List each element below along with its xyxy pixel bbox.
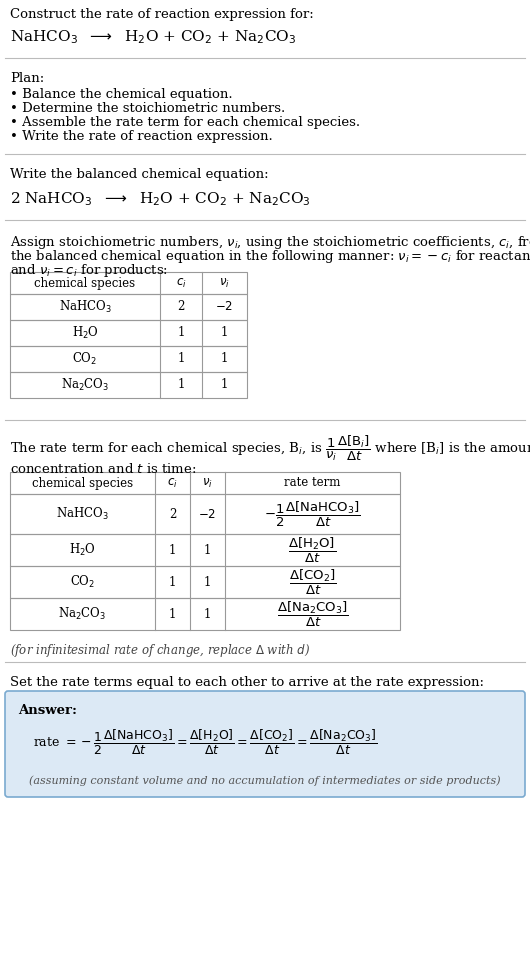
Text: 2 NaHCO$_3$  $\longrightarrow$  H$_2$O + CO$_2$ + Na$_2$CO$_3$: 2 NaHCO$_3$ $\longrightarrow$ H$_2$O + C…: [10, 190, 311, 208]
Text: the balanced chemical equation in the following manner: $\nu_i = -c_i$ for react: the balanced chemical equation in the fo…: [10, 248, 530, 265]
Text: • Determine the stoichiometric numbers.: • Determine the stoichiometric numbers.: [10, 102, 285, 115]
Text: chemical species: chemical species: [32, 476, 133, 489]
Text: • Balance the chemical equation.: • Balance the chemical equation.: [10, 88, 233, 101]
Bar: [10, 320, 247, 346]
Text: $\dfrac{\Delta[\mathrm{H_2O}]}{\Delta t}$: $\dfrac{\Delta[\mathrm{H_2O}]}{\Delta t}…: [288, 535, 337, 564]
FancyBboxPatch shape: [5, 691, 525, 797]
Text: 1: 1: [178, 378, 184, 391]
Text: 1: 1: [204, 544, 211, 557]
Text: $c_i$: $c_i$: [175, 276, 187, 289]
Text: (for infinitesimal rate of change, replace $\Delta$ with $d$): (for infinitesimal rate of change, repla…: [10, 642, 311, 659]
Bar: [10, 272, 247, 294]
Text: 1: 1: [169, 608, 176, 620]
Text: $c_i$: $c_i$: [167, 476, 178, 490]
Text: Na$_2$CO$_3$: Na$_2$CO$_3$: [58, 606, 107, 622]
Text: 1: 1: [178, 353, 184, 366]
Text: The rate term for each chemical species, B$_i$, is $\dfrac{1}{\nu_i}\dfrac{\Delt: The rate term for each chemical species,…: [10, 434, 530, 464]
Text: H$_2$O: H$_2$O: [72, 325, 99, 341]
Text: 1: 1: [221, 326, 228, 339]
Text: CO$_2$: CO$_2$: [70, 574, 95, 590]
Bar: [10, 372, 247, 398]
Text: 1: 1: [221, 378, 228, 391]
Text: $-2$: $-2$: [215, 301, 234, 314]
Text: $\nu_i$: $\nu_i$: [202, 476, 213, 490]
Text: 1: 1: [204, 575, 211, 589]
Text: 2: 2: [178, 301, 184, 314]
Text: $\dfrac{\Delta[\mathrm{Na_2CO_3}]}{\Delta t}$: $\dfrac{\Delta[\mathrm{Na_2CO_3}]}{\Delt…: [277, 600, 348, 628]
Text: chemical species: chemical species: [34, 276, 136, 289]
Text: and $\nu_i = c_i$ for products:: and $\nu_i = c_i$ for products:: [10, 262, 168, 279]
Text: $\dfrac{\Delta[\mathrm{CO_2}]}{\Delta t}$: $\dfrac{\Delta[\mathrm{CO_2}]}{\Delta t}…: [289, 567, 336, 597]
Text: Assign stoichiometric numbers, $\nu_i$, using the stoichiometric coefficients, $: Assign stoichiometric numbers, $\nu_i$, …: [10, 234, 530, 251]
Text: concentration and $t$ is time:: concentration and $t$ is time:: [10, 462, 197, 476]
Bar: [10, 534, 400, 566]
Text: 1: 1: [178, 326, 184, 339]
Text: Write the balanced chemical equation:: Write the balanced chemical equation:: [10, 168, 269, 181]
Text: Answer:: Answer:: [18, 704, 77, 717]
Text: 1: 1: [169, 575, 176, 589]
Bar: [10, 472, 400, 494]
Text: $-2$: $-2$: [198, 508, 217, 520]
Text: Na$_2$CO$_3$: Na$_2$CO$_3$: [61, 377, 109, 393]
Bar: [10, 294, 247, 320]
Bar: [10, 346, 247, 372]
Text: rate $= -\dfrac{1}{2}\dfrac{\Delta[\mathrm{NaHCO_3}]}{\Delta t} = \dfrac{\Delta[: rate $= -\dfrac{1}{2}\dfrac{\Delta[\math…: [33, 728, 377, 757]
Text: Plan:: Plan:: [10, 72, 44, 85]
Text: $\nu_i$: $\nu_i$: [219, 276, 230, 289]
Text: Set the rate terms equal to each other to arrive at the rate expression:: Set the rate terms equal to each other t…: [10, 676, 484, 689]
Text: (assuming constant volume and no accumulation of intermediates or side products): (assuming constant volume and no accumul…: [29, 775, 501, 786]
Text: NaHCO$_3$: NaHCO$_3$: [56, 506, 109, 522]
Text: Construct the rate of reaction expression for:: Construct the rate of reaction expressio…: [10, 8, 314, 21]
Text: 2: 2: [169, 508, 176, 520]
Text: H$_2$O: H$_2$O: [69, 542, 96, 558]
Text: rate term: rate term: [284, 476, 341, 489]
Text: 1: 1: [169, 544, 176, 557]
Text: $-\dfrac{1}{2}\dfrac{\Delta[\mathrm{NaHCO_3}]}{\Delta t}$: $-\dfrac{1}{2}\dfrac{\Delta[\mathrm{NaHC…: [264, 500, 361, 528]
Bar: [10, 598, 400, 630]
Text: • Assemble the rate term for each chemical species.: • Assemble the rate term for each chemic…: [10, 116, 360, 129]
Text: NaHCO$_3$  $\longrightarrow$  H$_2$O + CO$_2$ + Na$_2$CO$_3$: NaHCO$_3$ $\longrightarrow$ H$_2$O + CO$…: [10, 28, 296, 46]
Text: 1: 1: [204, 608, 211, 620]
Bar: [10, 566, 400, 598]
Text: 1: 1: [221, 353, 228, 366]
Text: CO$_2$: CO$_2$: [73, 351, 98, 368]
Bar: [10, 494, 400, 534]
Text: NaHCO$_3$: NaHCO$_3$: [59, 299, 111, 315]
Text: • Write the rate of reaction expression.: • Write the rate of reaction expression.: [10, 130, 273, 143]
